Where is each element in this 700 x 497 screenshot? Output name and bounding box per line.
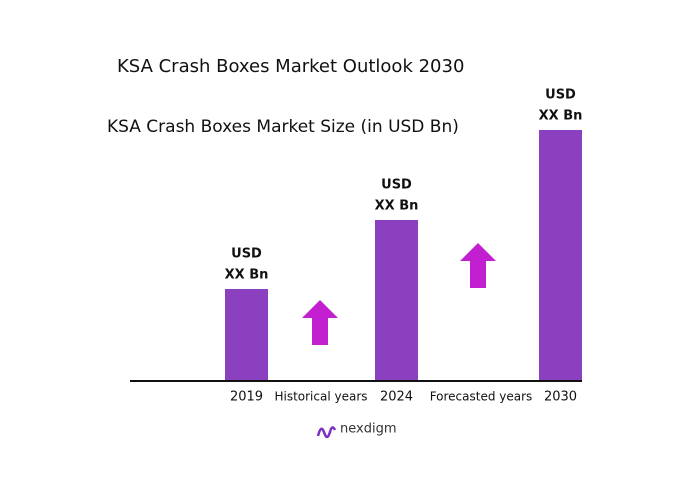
growth-arrow bbox=[460, 243, 496, 288]
bar bbox=[225, 289, 268, 380]
bar-label: USD bbox=[231, 247, 262, 262]
bar-label: USD bbox=[381, 178, 412, 193]
x-tick-label: 2019 bbox=[230, 390, 263, 405]
bar-label: XX Bn bbox=[539, 109, 583, 124]
period-label: Historical years bbox=[274, 390, 367, 404]
bar bbox=[375, 220, 418, 380]
growth-arrow bbox=[302, 300, 338, 345]
brand-logo bbox=[316, 426, 337, 439]
chart-title: KSA Crash Boxes Market Outlook 2030 bbox=[117, 56, 464, 77]
brand-name: nexdigm bbox=[340, 422, 396, 437]
bar-label: XX Bn bbox=[375, 199, 419, 214]
x-tick-label: 2030 bbox=[544, 390, 577, 405]
period-label: Forecasted years bbox=[430, 390, 533, 404]
bar-label: USD bbox=[545, 88, 576, 103]
x-tick-label: 2024 bbox=[380, 390, 413, 405]
bar bbox=[539, 130, 582, 380]
chart-subtitle: KSA Crash Boxes Market Size (in USD Bn) bbox=[107, 117, 459, 137]
bar-label: XX Bn bbox=[225, 268, 269, 283]
